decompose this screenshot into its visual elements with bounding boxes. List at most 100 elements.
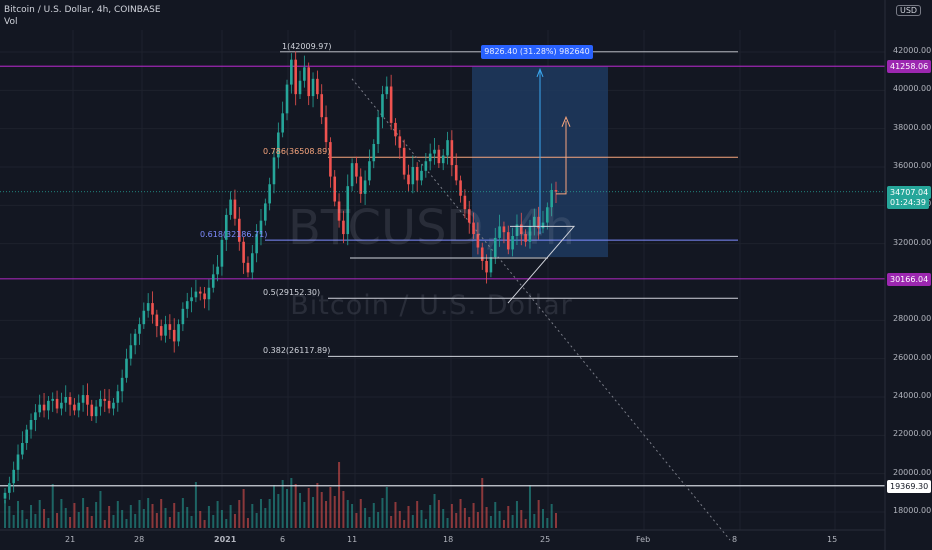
candle-body (138, 324, 141, 334)
volume-bar (325, 501, 328, 528)
volume-bar (225, 519, 228, 528)
target-arrow (556, 121, 567, 195)
candle-body (112, 402, 115, 409)
candle-body (511, 236, 514, 250)
volume-bar (60, 499, 63, 528)
x-tick-label: 21 (65, 535, 76, 544)
candle-body (29, 420, 33, 430)
candle-body (77, 402, 81, 411)
volume-bar (194, 482, 197, 528)
candle-body (242, 241, 245, 263)
candle-body (389, 86, 393, 123)
candle-body (8, 483, 11, 493)
candle-body (415, 167, 419, 181)
volume-bar (99, 491, 102, 528)
volume-bar (203, 520, 206, 528)
volume-bar (394, 502, 397, 528)
price-label: 34707.04 (887, 185, 932, 199)
drawings[interactable] (0, 67, 885, 304)
volume-bar (229, 505, 232, 528)
currency-badge[interactable]: USD (896, 5, 922, 16)
volume-bar (73, 503, 76, 528)
fib-retracement-lines[interactable] (265, 51, 738, 357)
fib-level-label: 0.5(29152.30) (263, 288, 321, 298)
volume-bar (420, 510, 423, 528)
candle-body (372, 144, 376, 162)
volume-bar (411, 515, 414, 528)
volume-bar (220, 510, 223, 528)
volume-bar (186, 507, 189, 528)
volume-bar (116, 501, 119, 528)
candle-body (441, 155, 445, 164)
candle-body (198, 291, 202, 294)
volume-bar (485, 507, 488, 528)
candle-body (524, 234, 527, 242)
candle-body (47, 400, 50, 411)
candle-body (264, 203, 267, 221)
volume-bar (168, 517, 171, 528)
candle-body (90, 404, 94, 417)
volume-bar (515, 501, 518, 528)
volume-bar (129, 505, 132, 528)
candle-body (472, 222, 475, 235)
volume-bar (364, 508, 367, 528)
candle-body (203, 293, 206, 300)
volume-bar (385, 487, 388, 528)
candle-body (281, 113, 284, 133)
volume-bar (259, 499, 262, 528)
candle-body (550, 190, 553, 208)
volume-bar (155, 513, 158, 528)
candle-body (381, 94, 384, 118)
candle-body (133, 333, 137, 346)
candle-body (363, 180, 367, 194)
volume-bar (472, 503, 475, 528)
candle-body (316, 78, 319, 95)
candle-body (493, 237, 497, 258)
volume-bar (103, 520, 106, 528)
dotted-trendline[interactable] (351, 78, 731, 541)
volume-bar (251, 504, 254, 528)
candle-body (463, 195, 467, 210)
volume-bar (528, 485, 531, 528)
volume-bar (147, 498, 150, 528)
volume-bar (359, 499, 362, 528)
volume-bar (342, 491, 345, 528)
candle-body (454, 165, 458, 181)
y-tick-label: 20000.00 (893, 467, 932, 477)
volume-bar (177, 512, 180, 528)
candle-body (38, 404, 42, 413)
volume-bar (502, 520, 505, 528)
candle-body (355, 163, 358, 177)
x-tick-label: 15 (827, 535, 838, 544)
candle-body (60, 402, 63, 409)
candle-body (272, 157, 276, 185)
candle-body (103, 398, 107, 401)
measurement-label[interactable]: 9826.40 (31.28%) 982640 (481, 45, 593, 59)
y-tick-label: 24000.00 (893, 391, 932, 400)
volume-bar (56, 513, 59, 528)
volume-bar (507, 506, 510, 528)
horizontal-lines[interactable] (0, 65, 885, 487)
y-tick-label: 28000.00 (893, 314, 932, 324)
candle-body (172, 329, 176, 342)
candle-body (268, 184, 271, 204)
volume-bar (442, 509, 445, 528)
candle-body (311, 78, 315, 97)
volume-bar (316, 483, 319, 528)
x-tick-label: 11 (347, 535, 358, 544)
target-arrowhead (561, 115, 571, 127)
volume-bar (494, 502, 497, 528)
volume-bar (90, 516, 93, 528)
candle-body (450, 140, 454, 166)
y-tick-label: 42000.00 (893, 46, 932, 55)
candle-body (485, 260, 488, 273)
volume-bar (242, 489, 245, 528)
candle-body (259, 220, 263, 235)
volume-bar (398, 511, 401, 528)
volume-bar (351, 504, 354, 528)
volume-bar (299, 493, 302, 528)
candle-body (12, 469, 15, 484)
candle-body (181, 308, 185, 325)
volume-bar (47, 518, 50, 528)
